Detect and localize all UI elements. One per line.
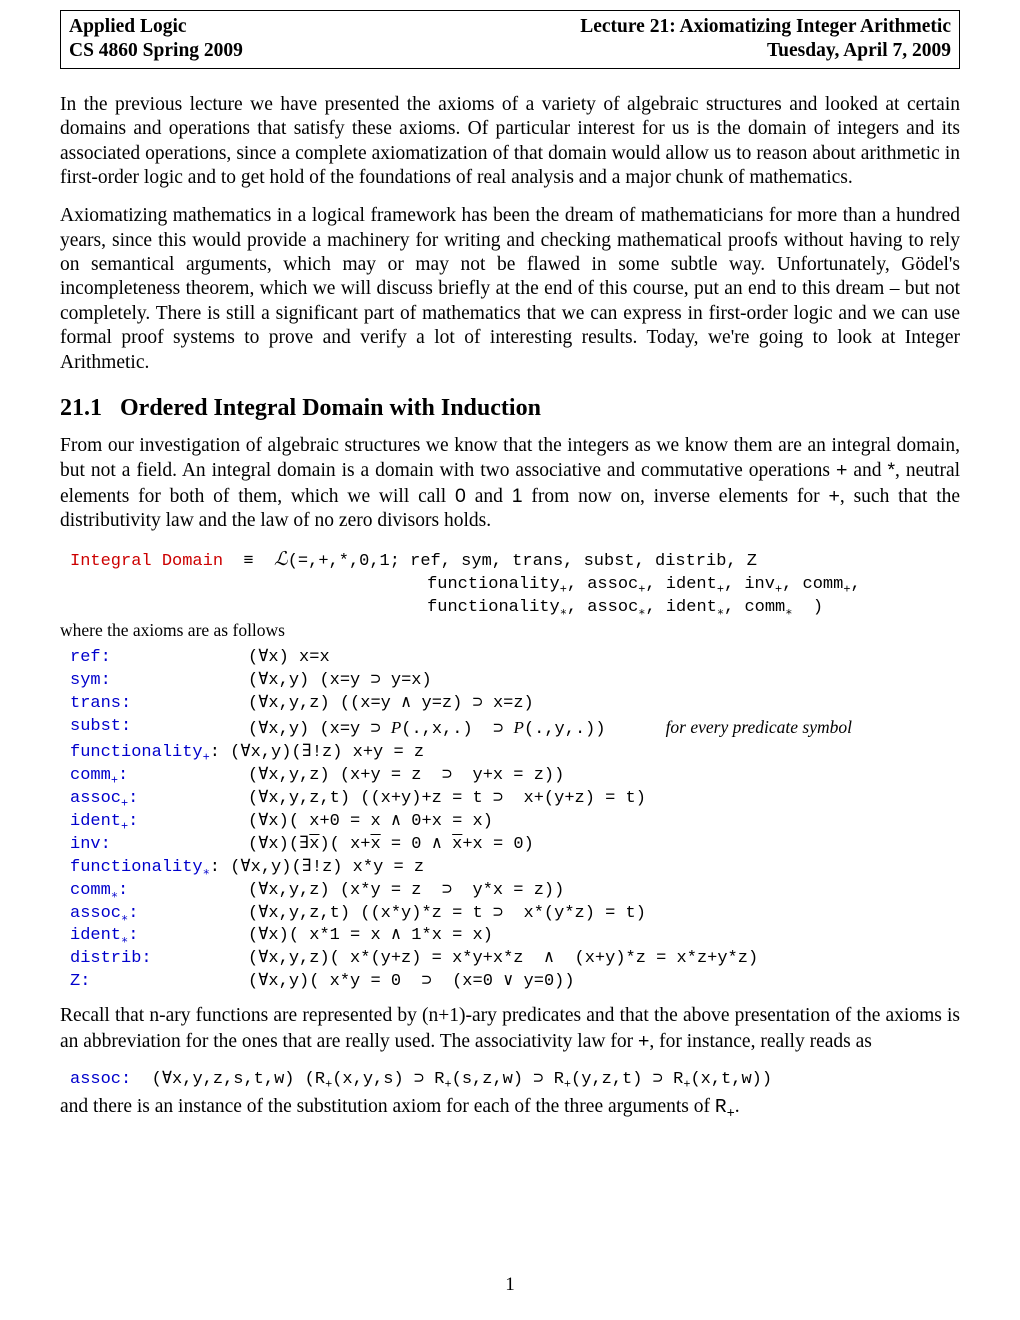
ax-subst-label: subst: bbox=[70, 716, 248, 742]
const-one: 1 bbox=[512, 485, 523, 507]
subst-comment: for every predicate symbol bbox=[666, 717, 852, 737]
ax-sym-expr: (∀x,y) (x=y ⊃ y=x) bbox=[248, 670, 432, 693]
ax-sym-label: sym: bbox=[70, 670, 248, 693]
op-star: * bbox=[887, 459, 895, 481]
intro-para-2: Axiomatizing mathematics in a logical fr… bbox=[60, 204, 960, 375]
header-left: Applied Logic CS 4860 Spring 2009 bbox=[69, 15, 243, 64]
course-code: CS 4860 Spring 2009 bbox=[69, 39, 243, 63]
ax-trans-label: trans: bbox=[70, 693, 248, 716]
page-number: 1 bbox=[0, 1274, 1020, 1296]
op-plus-3: + bbox=[638, 1030, 649, 1052]
ax-Z-expr: (∀x,y)( x*y = 0 ⊃ (x=0 ∨ y=0)) bbox=[248, 971, 575, 994]
section-heading: 21.1 Ordered Integral Domain with Induct… bbox=[60, 395, 960, 422]
integral-domain-def: Integral Domain ≡ ℒ(=,+,*,0,1; ref, sym,… bbox=[70, 547, 960, 620]
section-title: Ordered Integral Domain with Induction bbox=[120, 395, 541, 421]
ax-Z-label: Z: bbox=[70, 971, 248, 994]
ax-inv-label: inv: bbox=[70, 834, 248, 857]
ax-identp-label: ident+: bbox=[70, 811, 248, 834]
ax-assocs-expr: (∀x,y,z,t) ((x*y)*z = t ⊃ x*(y*z) = t) bbox=[248, 903, 646, 926]
ax-funcs-label: functionality∗: (∀x,y)(∃!z) x*y = z bbox=[70, 857, 424, 880]
header-right: Lecture 21: Axiomatizing Integer Arithme… bbox=[580, 15, 951, 64]
cal-L: ℒ bbox=[274, 549, 288, 570]
ax-commp-label: comm+: bbox=[70, 765, 248, 788]
intro-para-1: In the previous lecture we have presente… bbox=[60, 93, 960, 191]
R-plus: R+ bbox=[715, 1096, 735, 1118]
assoc-ex-label: assoc: bbox=[70, 1070, 131, 1089]
course-title: Applied Logic bbox=[69, 15, 243, 39]
para-5: and there is an instance of the substitu… bbox=[60, 1095, 960, 1119]
intdom-name: Integral Domain bbox=[70, 552, 223, 571]
assoc-expanded: assoc: (∀x,y,z,s,t,w) (R+(x,y,s) ⊃ R+(s,… bbox=[70, 1068, 960, 1089]
ax-ref-expr: (∀x) x=x bbox=[248, 647, 330, 670]
header: Applied Logic CS 4860 Spring 2009 Lectur… bbox=[60, 10, 960, 69]
ax-identp-expr: (∀x)( x+0 = x ∧ 0+x = x) bbox=[248, 811, 493, 834]
const-zero: 0 bbox=[455, 485, 466, 507]
ax-funcp-label: functionality+: (∀x,y)(∃!z) x+y = z bbox=[70, 742, 424, 765]
axioms-intro: where the axioms are as follows bbox=[60, 620, 960, 641]
ax-comms-expr: (∀x,y,z) (x*y = z ⊃ y*x = z)) bbox=[248, 880, 564, 903]
ax-commp-expr: (∀x,y,z) (x+y = z ⊃ y+x = z)) bbox=[248, 765, 564, 788]
ax-distrib-label: distrib: bbox=[70, 948, 248, 971]
ax-distrib-expr: (∀x,y,z)( x*(y+z) = x*y+x*z ∧ (x+y)*z = … bbox=[248, 948, 758, 971]
lecture-title: Lecture 21: Axiomatizing Integer Arithme… bbox=[580, 15, 951, 39]
ax-idents-label: ident∗: bbox=[70, 925, 248, 948]
op-plus: + bbox=[836, 459, 847, 481]
ax-trans-expr: (∀x,y,z) ((x=y ∧ y=z) ⊃ x=z) bbox=[248, 693, 534, 716]
axioms-list: ref:(∀x) x=x sym:(∀x,y) (x=y ⊃ y=x) tran… bbox=[70, 647, 960, 994]
ax-assocp-expr: (∀x,y,z,t) ((x+y)+z = t ⊃ x+(y+z) = t) bbox=[248, 788, 646, 811]
ax-comms-label: comm∗: bbox=[70, 880, 248, 903]
op-plus-2: + bbox=[829, 485, 840, 507]
ax-inv-expr: (∀x)(∃x)( x+x = 0 ∧ x+x = 0) bbox=[248, 834, 534, 857]
ax-idents-expr: (∀x)( x*1 = x ∧ 1*x = x) bbox=[248, 925, 493, 948]
ax-assocs-label: assoc∗: bbox=[70, 903, 248, 926]
para-4: Recall that n-ary functions are represen… bbox=[60, 1004, 960, 1054]
ax-assocp-label: assoc+: bbox=[70, 788, 248, 811]
section-para-1: From our investigation of algebraic stru… bbox=[60, 434, 960, 534]
section-number: 21.1 bbox=[60, 395, 102, 421]
ax-ref-label: ref: bbox=[70, 647, 248, 670]
lecture-date: Tuesday, April 7, 2009 bbox=[580, 39, 951, 63]
ax-subst-expr: (∀x,y) (x=y ⊃ P(.,x,.) ⊃ P(.,y,.))for ev… bbox=[248, 716, 852, 742]
